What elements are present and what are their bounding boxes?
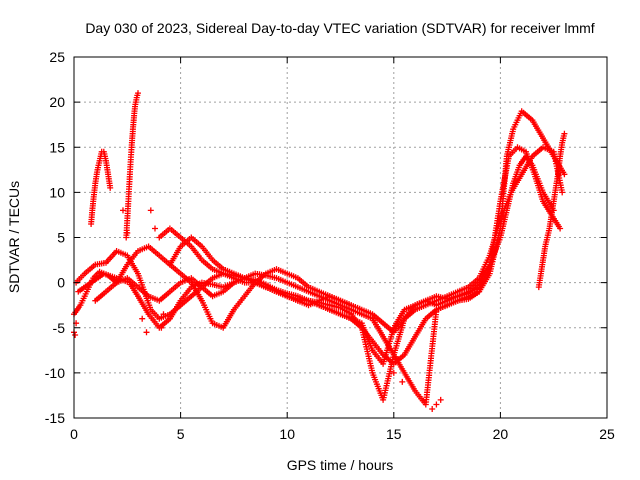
y-tick-label: -10 <box>45 365 65 381</box>
y-axis-label: SDTVAR / TECUs <box>6 181 22 293</box>
x-axis-label: GPS time / hours <box>287 457 394 473</box>
x-tick-label: 5 <box>177 426 185 442</box>
chart-grid <box>74 57 607 418</box>
x-tick-label: 15 <box>386 426 402 442</box>
series-spike-1 <box>88 148 114 227</box>
series-markers <box>535 130 568 291</box>
y-tick-label: 0 <box>57 275 65 291</box>
y-tick-label: 25 <box>49 49 65 65</box>
chart-title: Day 030 of 2023, Sidereal Day-to-day VTE… <box>85 20 594 36</box>
series-track-d <box>92 144 566 336</box>
series-spike-2 <box>123 90 141 241</box>
series-markers <box>92 144 566 336</box>
series-spike-3 <box>535 130 568 291</box>
series-markers <box>88 148 114 227</box>
series-track-f <box>166 234 355 309</box>
y-tick-label: 20 <box>49 94 65 110</box>
y-tick-label: -15 <box>45 410 65 426</box>
x-tick-label: 0 <box>70 426 78 442</box>
series-markers <box>123 90 141 241</box>
series-markers <box>166 234 355 309</box>
y-tick-label: 5 <box>57 230 65 246</box>
y-tick-label: 15 <box>49 139 65 155</box>
x-tick-label: 10 <box>279 426 295 442</box>
axis-ticks: 0 5 10 15 20 25 -15 -10 -5 0 5 10 15 20 25 <box>45 49 615 442</box>
y-tick-label: 10 <box>49 184 65 200</box>
x-tick-label: 25 <box>599 426 615 442</box>
y-tick-label: -5 <box>53 320 66 336</box>
x-tick-label: 20 <box>493 426 509 442</box>
